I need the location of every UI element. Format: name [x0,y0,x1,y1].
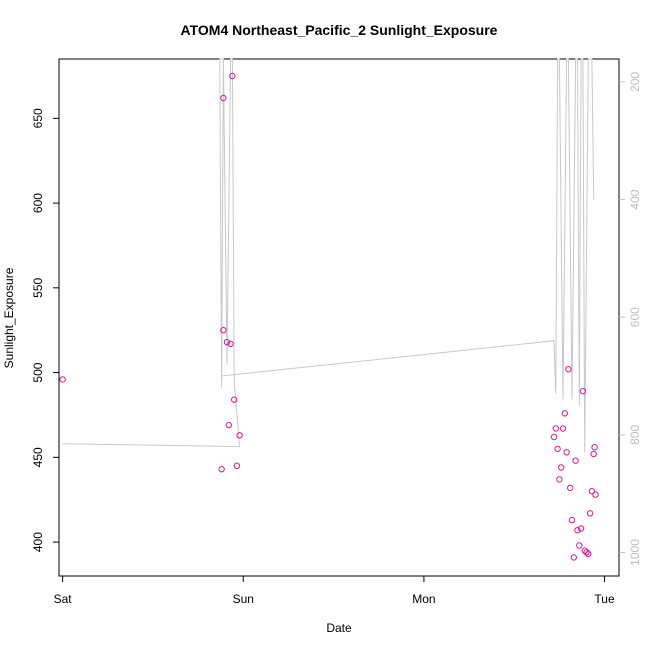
y-tick-label: 500 [31,362,45,382]
x-tick-label: Mon [412,592,435,606]
data-point [592,491,599,498]
data-point [577,525,585,532]
data-point [556,476,563,483]
data-point [567,484,574,492]
y-tick-label: 600 [31,193,45,213]
x-tick-label: Sun [233,592,254,606]
data-point [552,425,559,432]
data-point [236,432,243,439]
x-tick-label: Tue [594,592,615,606]
secondary-y-axis: 200 400 600 800 1000 [619,72,642,566]
y-axis-label: Sunlight_Exposure [2,267,16,368]
line-series [62,58,595,453]
data-point [568,516,576,524]
data-point [223,338,231,346]
secondary-y-tick-label: 800 [628,425,642,445]
data-point [565,366,572,373]
data-point [563,449,570,456]
x-axis: Sat Sun Mon Tue [54,576,615,606]
data-point [570,554,577,561]
y-tick-label: 650 [31,108,45,128]
data-point [231,396,238,403]
point-series [59,72,599,561]
data-point [559,425,567,432]
data-point [572,457,579,464]
data-point [590,450,597,458]
y-tick-label: 450 [31,447,45,467]
series-line [62,58,595,453]
data-point [220,327,227,334]
data-point [59,376,66,383]
y-tick-label: 400 [31,532,45,552]
data-point [550,433,558,441]
data-point [229,72,236,80]
data-point [218,466,225,473]
data-point [554,445,561,453]
data-point [581,547,588,554]
data-point [579,388,587,395]
chart-title: ATOM4 Northeast_Pacific_2 Sunlight_Expos… [181,22,498,38]
secondary-y-tick-label: 600 [628,307,642,327]
secondary-y-tick-label: 1000 [628,539,642,566]
data-point [574,527,581,534]
data-point [576,542,583,549]
secondary-y-tick-label: 200 [628,72,642,92]
secondary-y-tick-label: 400 [628,189,642,209]
data-point [583,549,590,556]
data-point [585,550,592,558]
data-point [591,444,598,451]
y-axis: 400 450 500 550 600 650 [31,108,59,552]
data-point [233,462,241,469]
data-point [586,510,594,517]
data-point [561,410,568,417]
data-point [558,464,565,471]
plot-frame [58,58,620,577]
data-point [225,421,233,429]
y-tick-label: 550 [31,278,45,298]
x-axis-label: Date [326,621,352,635]
data-point [588,488,596,495]
data-point [220,94,227,102]
data-point [227,340,234,347]
x-tick-label: Sat [54,592,73,606]
